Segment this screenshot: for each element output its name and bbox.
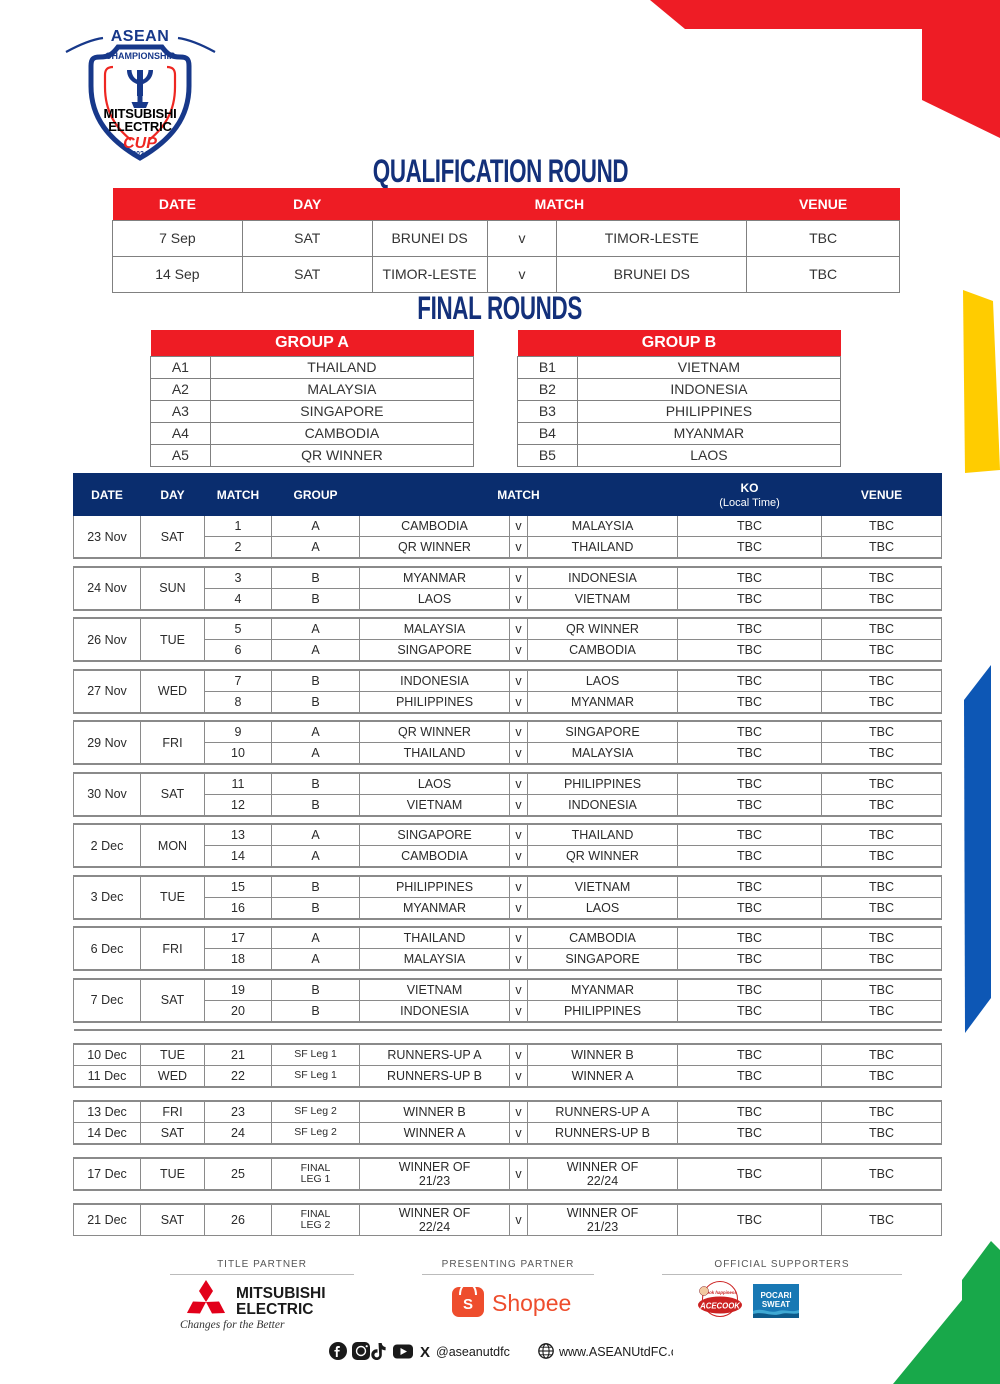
svg-text:POCARI: POCARI <box>760 1291 791 1300</box>
svg-text:ASEAN: ASEAN <box>111 28 170 45</box>
svg-text:S: S <box>463 1296 473 1313</box>
svg-text:ELECTRIC: ELECTRIC <box>236 1301 314 1318</box>
svg-text:MITSUBISHI: MITSUBISHI <box>236 1285 326 1302</box>
svg-text:@aseanutdfc: @aseanutdfc <box>436 1345 510 1359</box>
svg-text:ELECTRIC: ELECTRIC <box>108 119 172 134</box>
svg-text:Changes for the Better: Changes for the Better <box>180 1319 285 1331</box>
svg-text:www.ASEANUtdFC.com: www.ASEANUtdFC.com <box>558 1345 673 1359</box>
svg-text:Shopee: Shopee <box>492 1290 571 1316</box>
svg-text:SWEAT: SWEAT <box>762 1300 790 1309</box>
svg-text:CUP: CUP <box>123 135 157 152</box>
svg-text:X: X <box>420 1344 430 1361</box>
svg-text:CHAMPIONSHIP: CHAMPIONSHIP <box>105 51 175 61</box>
svg-text:ACECOOK: ACECOOK <box>699 1302 741 1311</box>
